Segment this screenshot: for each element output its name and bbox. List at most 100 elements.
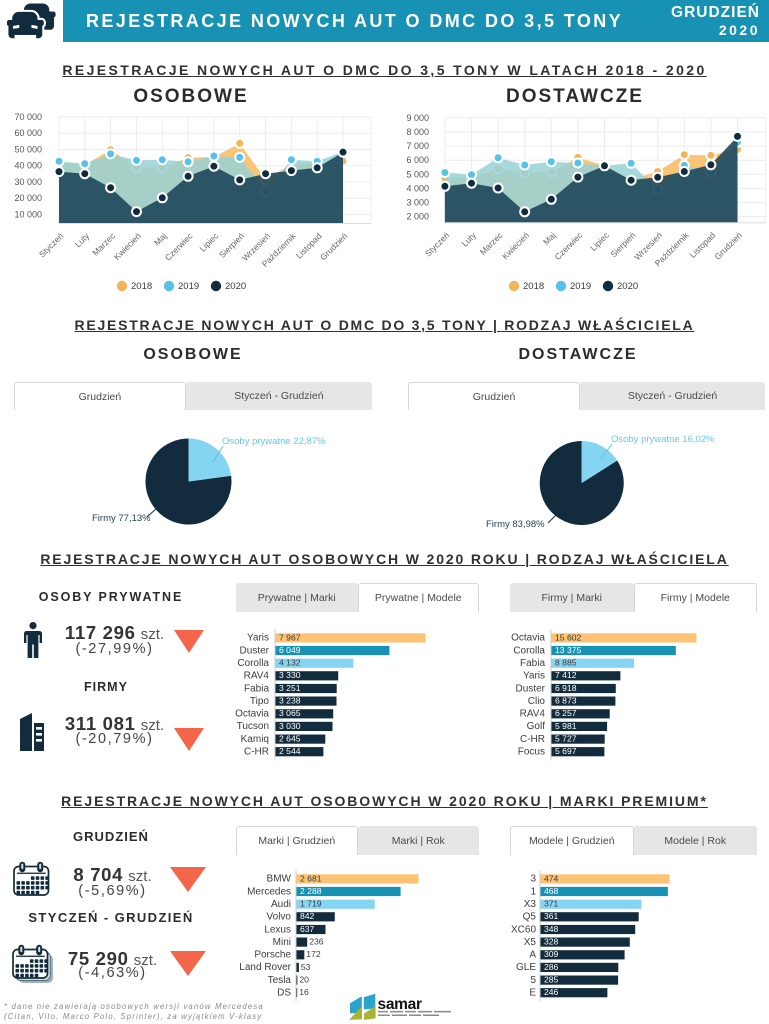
svg-text:7 412: 7 412 (555, 670, 577, 680)
svg-text:Lexus: Lexus (264, 924, 291, 935)
svg-text:5 727: 5 727 (555, 734, 577, 744)
svg-text:Porsche: Porsche (254, 950, 291, 961)
svg-text:3 030: 3 030 (279, 721, 301, 731)
svg-text:6 000: 6 000 (406, 155, 429, 165)
svg-text:Duster: Duster (516, 683, 546, 694)
svg-text:Mercedes: Mercedes (247, 886, 291, 897)
svg-text:Tesla: Tesla (268, 975, 292, 986)
svg-text:9 000: 9 000 (406, 113, 429, 123)
svg-text:Octavia: Octavia (235, 709, 269, 720)
svg-text:Fabia: Fabia (520, 658, 545, 669)
svg-text:Volvo: Volvo (267, 912, 292, 923)
svg-text:Golf: Golf (527, 721, 546, 732)
svg-text:Tucson: Tucson (237, 721, 269, 732)
svg-text:3 000: 3 000 (406, 198, 429, 208)
svg-text:20: 20 (299, 975, 309, 985)
svg-text:RAV4: RAV4 (520, 709, 546, 720)
svg-text:4 000: 4 000 (406, 183, 429, 193)
svg-text:371: 371 (544, 899, 559, 909)
svg-text:40 000: 40 000 (14, 161, 42, 171)
svg-text:X5: X5 (524, 937, 537, 948)
svg-text:6 257: 6 257 (555, 708, 577, 718)
svg-text:2 000: 2 000 (406, 212, 429, 222)
svg-text:XC60: XC60 (511, 924, 536, 935)
svg-text:16: 16 (299, 987, 309, 997)
svg-text:328: 328 (544, 937, 559, 947)
svg-text:Yaris: Yaris (247, 633, 269, 644)
svg-text:842: 842 (300, 911, 315, 921)
svg-text:2019: 2019 (178, 281, 199, 292)
svg-text:5 000: 5 000 (406, 169, 429, 179)
svg-text:468: 468 (544, 886, 559, 896)
svg-text:5 981: 5 981 (555, 721, 577, 731)
svg-text:6 873: 6 873 (555, 696, 577, 706)
svg-text:Corolla: Corolla (513, 645, 545, 656)
svg-text:2020: 2020 (225, 281, 246, 292)
svg-text:7 967: 7 967 (279, 632, 301, 642)
svg-text:3 065: 3 065 (279, 708, 301, 718)
svg-text:2 544: 2 544 (279, 746, 301, 756)
svg-text:E: E (529, 988, 536, 999)
svg-text:286: 286 (544, 962, 559, 972)
svg-text:50 000: 50 000 (14, 145, 42, 155)
svg-text:309: 309 (544, 949, 559, 959)
svg-text:70 000: 70 000 (14, 112, 42, 122)
svg-text:2018: 2018 (523, 281, 544, 292)
svg-text:3 238: 3 238 (279, 696, 301, 706)
svg-text:Corolla: Corolla (237, 658, 269, 669)
svg-text:6 918: 6 918 (555, 683, 577, 693)
svg-text:13 375: 13 375 (555, 645, 582, 655)
svg-text:Audi: Audi (271, 899, 291, 910)
svg-text:236: 236 (309, 937, 324, 947)
svg-text:30 000: 30 000 (14, 177, 42, 187)
svg-text:Firmy 83,98%: Firmy 83,98% (486, 519, 545, 530)
svg-text:246: 246 (544, 987, 559, 997)
svg-text:172: 172 (306, 949, 321, 959)
svg-text:361: 361 (544, 911, 559, 921)
svg-text:2020: 2020 (617, 281, 638, 292)
svg-text:Q5: Q5 (523, 912, 537, 923)
svg-text:5: 5 (530, 975, 536, 986)
svg-text:Land Rover: Land Rover (239, 962, 291, 973)
svg-text:BMW: BMW (267, 874, 292, 885)
svg-text:3: 3 (530, 874, 536, 885)
svg-text:348: 348 (544, 924, 559, 934)
svg-text:Fabia: Fabia (244, 683, 269, 694)
svg-text:Osoby prywatne 22,87%: Osoby prywatne 22,87% (222, 436, 326, 447)
svg-text:Osoby prywatne 16,02%: Osoby prywatne 16,02% (611, 434, 715, 445)
svg-text:3 330: 3 330 (279, 670, 301, 680)
svg-text:Octavia: Octavia (511, 633, 545, 644)
svg-text:samar: samar (378, 996, 422, 1013)
svg-text:Tipo: Tipo (250, 696, 270, 707)
svg-text:C-HR: C-HR (244, 747, 269, 758)
svg-text:Yaris: Yaris (523, 671, 545, 682)
svg-text:8 885: 8 885 (555, 658, 577, 668)
svg-text:1 719: 1 719 (300, 899, 322, 909)
svg-text:6 049: 6 049 (279, 645, 301, 655)
svg-text:2018: 2018 (131, 281, 152, 292)
svg-text:53: 53 (301, 962, 311, 972)
svg-text:2019: 2019 (570, 281, 591, 292)
svg-text:637: 637 (300, 924, 315, 934)
svg-text:C-HR: C-HR (520, 734, 545, 745)
svg-text:15 602: 15 602 (555, 632, 582, 642)
svg-text:3 251: 3 251 (279, 683, 301, 693)
svg-text:Clio: Clio (528, 696, 546, 707)
svg-text:GLE: GLE (516, 962, 536, 973)
svg-text:Firmy 77,13%: Firmy 77,13% (92, 513, 151, 524)
svg-text:20 000: 20 000 (14, 193, 42, 203)
svg-text:2 645: 2 645 (279, 734, 301, 744)
svg-text:5 697: 5 697 (555, 746, 577, 756)
svg-text:2 288: 2 288 (300, 886, 322, 896)
svg-text:Mini: Mini (273, 937, 291, 948)
svg-text:10 000: 10 000 (14, 210, 42, 220)
svg-text:4 132: 4 132 (279, 658, 301, 668)
svg-text:Kamiq: Kamiq (241, 734, 269, 745)
svg-text:Focus: Focus (518, 747, 545, 758)
svg-text:285: 285 (544, 975, 559, 985)
svg-text:1: 1 (530, 886, 536, 897)
svg-text:2 681: 2 681 (300, 873, 322, 883)
svg-text:A: A (529, 950, 536, 961)
svg-text:8 000: 8 000 (406, 127, 429, 137)
svg-text:Duster: Duster (240, 645, 270, 656)
